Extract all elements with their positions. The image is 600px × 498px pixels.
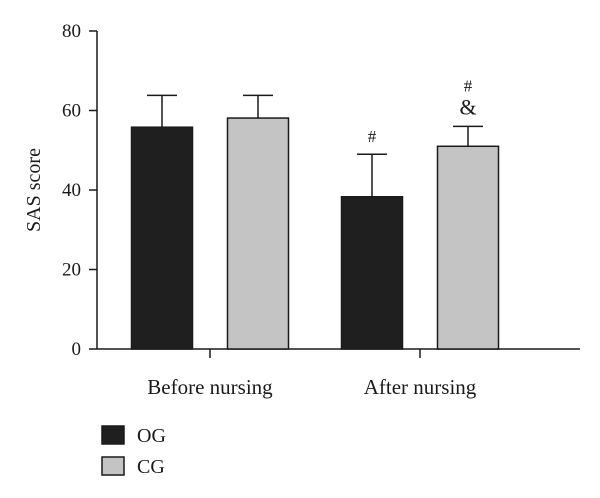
significance-annotation: &	[459, 94, 476, 119]
bar-og	[130, 126, 194, 350]
bars: ##&	[130, 76, 500, 350]
legend-label-cg: CG	[137, 456, 165, 478]
y-tick-label: 0	[72, 339, 82, 360]
legend-swatch-og	[101, 425, 125, 445]
significance-annotation: #	[464, 76, 473, 95]
bar-cg	[436, 145, 500, 350]
significance-annotation: #	[368, 127, 377, 146]
y-axis-ticks: 0 20 40 60 80	[62, 21, 97, 360]
y-tick-label: 20	[62, 260, 81, 281]
x-axis-ticks: Before nursing After nursing	[147, 349, 477, 399]
bar-cg	[226, 117, 290, 350]
legend-label-og: OG	[137, 425, 166, 447]
legend-swatch-cg	[101, 456, 125, 476]
x-category-label: Before nursing	[147, 375, 273, 399]
y-tick-label: 60	[62, 101, 81, 122]
y-tick-label: 40	[62, 180, 81, 201]
legend: OG CG	[101, 425, 166, 478]
bar-og	[340, 196, 404, 350]
y-axis-title: SAS score	[23, 148, 45, 232]
y-tick-label: 80	[62, 21, 81, 42]
x-category-label: After nursing	[364, 375, 477, 399]
